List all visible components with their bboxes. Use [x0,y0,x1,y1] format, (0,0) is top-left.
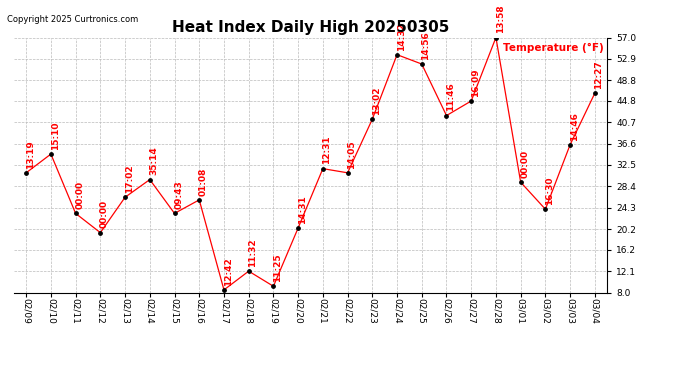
Point [293,225,304,231]
Point [119,194,130,200]
Point [540,206,551,212]
Text: 12:27: 12:27 [595,60,604,89]
Point [491,34,502,40]
Point [169,210,180,216]
Text: 11:25: 11:25 [273,254,282,282]
Text: 09:43: 09:43 [174,180,183,209]
Title: Heat Index Daily High 20250305: Heat Index Daily High 20250305 [172,20,449,35]
Text: 00:00: 00:00 [75,181,84,209]
Point [219,287,230,293]
Text: 13:19: 13:19 [26,140,34,169]
Point [95,230,106,236]
Point [342,170,353,176]
Text: 13:02: 13:02 [372,87,381,115]
Point [243,268,254,274]
Text: 00:00: 00:00 [100,200,109,228]
Text: 12:31: 12:31 [322,136,331,165]
Text: 16:30: 16:30 [545,177,554,205]
Point [391,52,402,58]
Point [466,98,477,104]
Point [70,210,81,216]
Point [515,179,526,185]
Point [564,142,575,148]
Point [367,116,378,122]
Text: Temperature (°F): Temperature (°F) [504,43,604,52]
Point [194,197,205,203]
Point [46,151,57,157]
Text: 12:42: 12:42 [224,257,233,286]
Text: 15:10: 15:10 [50,122,59,150]
Text: 17:02: 17:02 [125,165,134,193]
Text: 13:58: 13:58 [495,5,504,33]
Point [589,90,600,96]
Point [441,112,452,118]
Text: 35:14: 35:14 [150,147,159,176]
Text: 14:31: 14:31 [298,195,307,224]
Point [144,177,155,183]
Text: 14:56: 14:56 [422,31,431,60]
Text: 14:05: 14:05 [347,140,356,169]
Point [317,166,328,172]
Point [21,170,32,176]
Text: 14:32: 14:32 [397,22,406,51]
Text: 11:46: 11:46 [446,82,455,111]
Text: Copyright 2025 Curtronics.com: Copyright 2025 Curtronics.com [7,15,138,24]
Text: 16:09: 16:09 [471,68,480,97]
Text: 11:32: 11:32 [248,238,257,267]
Text: 14:46: 14:46 [570,112,579,141]
Text: 01:08: 01:08 [199,167,208,196]
Text: 00:00: 00:00 [520,150,529,178]
Point [416,61,427,67]
Point [268,283,279,289]
